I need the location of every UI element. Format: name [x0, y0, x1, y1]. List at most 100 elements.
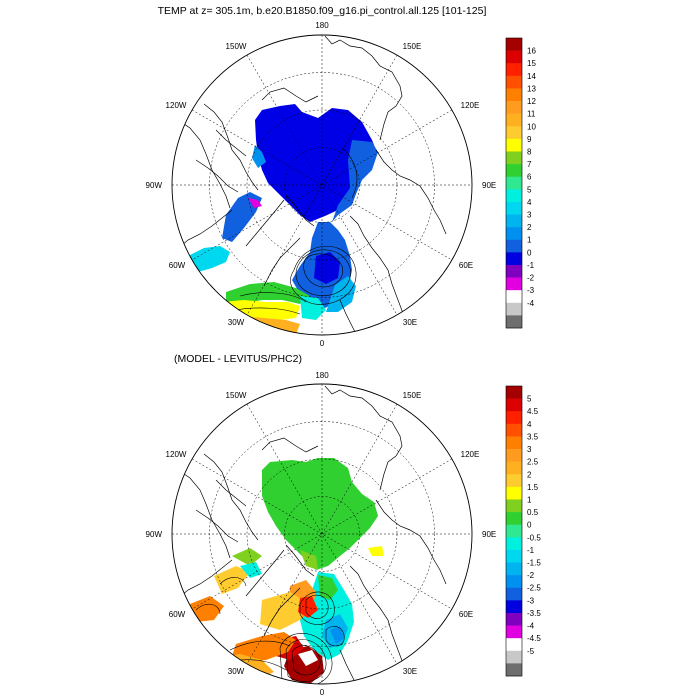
- top-colorbar-swatch: [506, 38, 522, 51]
- top-colorbar-tick-label: -2: [527, 274, 535, 283]
- top-colorbar-swatch: [506, 75, 522, 89]
- bottom-colorbar-swatch: [506, 575, 522, 589]
- top-canada-basin-edge: [252, 145, 266, 168]
- top-lon-label-60w: 60W: [169, 261, 186, 270]
- top-colorbar-swatch: [506, 101, 522, 114]
- bottom-lon-label-60w: 60W: [169, 610, 186, 619]
- top-colorbar-swatch: [506, 252, 522, 266]
- bottom-white-patch: [298, 650, 318, 666]
- bottom-coastlines: [175, 385, 447, 684]
- bottom-colorbar-tick-label: 0.5: [527, 508, 539, 517]
- top-norwegian-current: [326, 276, 356, 312]
- bottom-colorbar-tick-label: 4.5: [527, 407, 539, 416]
- top-colorbar-swatch: [506, 302, 522, 316]
- top-lon-label-120e: 120E: [461, 101, 480, 110]
- bottom-colorbar-tick-label: -3: [527, 596, 535, 605]
- top-longitude-labels: 180 150E 120E 90E 60E 30E 0 30W 60W 90W …: [146, 21, 497, 348]
- bottom-lon-label-150e: 150E: [403, 391, 422, 400]
- bottom-lon-label-150w: 150W: [226, 391, 247, 400]
- top-colorbar-swatch: [506, 88, 522, 102]
- top-atlantic-cyan: [300, 296, 326, 320]
- bottom-colorbar-tick-label: -2: [527, 571, 535, 580]
- top-colorbar-swatch: [506, 239, 522, 253]
- top-colorbar-swatch: [506, 227, 522, 241]
- top-colorbar-tick-label: 16: [527, 47, 536, 56]
- bottom-lon-label-60e: 60E: [459, 610, 473, 619]
- top-colorbar-tick-label: 2: [527, 223, 532, 232]
- top-colorbar-swatch: [506, 214, 522, 228]
- top-colorbar-tick-label: 9: [527, 135, 532, 144]
- bottom-lon-label-90e: 90E: [482, 530, 496, 539]
- top-polar-map: 180 150E 120E 90E 60E 30E 0 30W 60W 90W …: [146, 21, 497, 348]
- top-lon-label-30w: 30W: [228, 318, 245, 327]
- bottom-colorbar-tick-label: -2.5: [527, 584, 541, 593]
- top-colorbar-tick-label: -3: [527, 286, 535, 295]
- bottom-colorbar-swatch: [506, 549, 522, 563]
- top-colorbar-swatch: [506, 63, 522, 77]
- bottom-colorbar-swatch: [506, 524, 522, 538]
- top-lon-label-90w: 90W: [146, 181, 163, 190]
- top-colorbar-tick-label: -4: [527, 299, 535, 308]
- bottom-colorbar-tick-label: -4: [527, 622, 535, 631]
- bottom-colorbar-tick-label: -1.5: [527, 559, 541, 568]
- top-colorbar-tick-label: 1: [527, 236, 532, 245]
- top-colorbar-swatch: [506, 264, 522, 278]
- bottom-colorbar-tick-label: -4.5: [527, 634, 541, 643]
- top-colorbar-tick-label: 13: [527, 84, 536, 93]
- bottom-colorbar-swatch: [506, 423, 522, 437]
- top-colorbar-swatch: [506, 315, 522, 329]
- bottom-nordic-deep: [330, 626, 344, 644]
- top-lon-label-0: 0: [320, 339, 325, 348]
- top-colorbar-swatch: [506, 138, 522, 152]
- bottom-lon-label-30e: 30E: [403, 667, 417, 676]
- top-lon-label-150e: 150E: [403, 42, 422, 51]
- bottom-colorbar-swatch: [506, 449, 522, 462]
- bottom-colorbar-swatch: [506, 486, 522, 500]
- top-atlantic-yellow: [220, 300, 300, 320]
- bottom-atlantic-red: [298, 596, 318, 618]
- top-colorbar-frame: [505, 37, 523, 329]
- bottom-labrador-cyan: [240, 562, 262, 578]
- top-lon-label-180: 180: [315, 21, 329, 30]
- top-atlantic-green: [226, 282, 310, 304]
- bottom-colorbar-swatch: [506, 612, 522, 626]
- bottom-panel-title: (MODEL - LEVITUS/PHC2): [174, 353, 302, 365]
- top-colorbar-tick-label: 8: [527, 147, 532, 156]
- top-colorbar-tick-label: 3: [527, 211, 532, 220]
- top-labrador-field: [186, 246, 230, 272]
- bottom-colorbar-swatch: [506, 386, 522, 399]
- top-atlantic-pink: [248, 198, 262, 208]
- bottom-lon-label-30w: 30W: [228, 667, 245, 676]
- bottom-lon-label-0: 0: [320, 688, 325, 697]
- bottom-colorbar-tick-label: -1: [527, 546, 535, 555]
- bottom-lon-label-90w: 90W: [146, 530, 163, 539]
- bottom-colorbar-tick-label: 5: [527, 395, 532, 404]
- bottom-colorbar-swatch: [506, 474, 522, 488]
- bottom-colorbar-tick-label: 1: [527, 495, 532, 504]
- bottom-colorbar-tick-label: 2.5: [527, 458, 539, 467]
- top-coastlines: [175, 35, 447, 335]
- bottom-colorbar-swatch: [506, 398, 522, 412]
- bottom-colorbar-swatch: [506, 411, 522, 425]
- top-colorbar-swatch: [506, 201, 522, 215]
- top-colorbar-tick-label: 6: [527, 173, 532, 182]
- top-colorbar-tick-label: -1: [527, 261, 535, 270]
- top-arctic-basin-field: [255, 104, 376, 222]
- bottom-polar-map: 180 150E 120E 90E 60E 30E 0 30W 60W 90W …: [146, 371, 497, 697]
- bottom-contours: [195, 577, 345, 684]
- bottom-arctic-edge-field: [300, 550, 318, 570]
- bottom-colorbar-swatch: [506, 499, 522, 513]
- bottom-lon-label-120e: 120E: [461, 450, 480, 459]
- top-colorbar-swatch: [506, 189, 522, 203]
- top-lon-label-60e: 60E: [459, 261, 473, 270]
- top-lon-label-150w: 150W: [226, 42, 247, 51]
- bottom-colorbar-tick-label: 2: [527, 470, 532, 479]
- top-colorbar-swatch: [506, 164, 522, 177]
- top-colorbar-tick-label: 5: [527, 185, 532, 194]
- top-colorbar-swatch: [506, 113, 522, 127]
- top-graticule: [172, 35, 472, 335]
- bottom-labrador-orange: [190, 596, 224, 622]
- bottom-colorbar-tick-label: -0.5: [527, 533, 541, 542]
